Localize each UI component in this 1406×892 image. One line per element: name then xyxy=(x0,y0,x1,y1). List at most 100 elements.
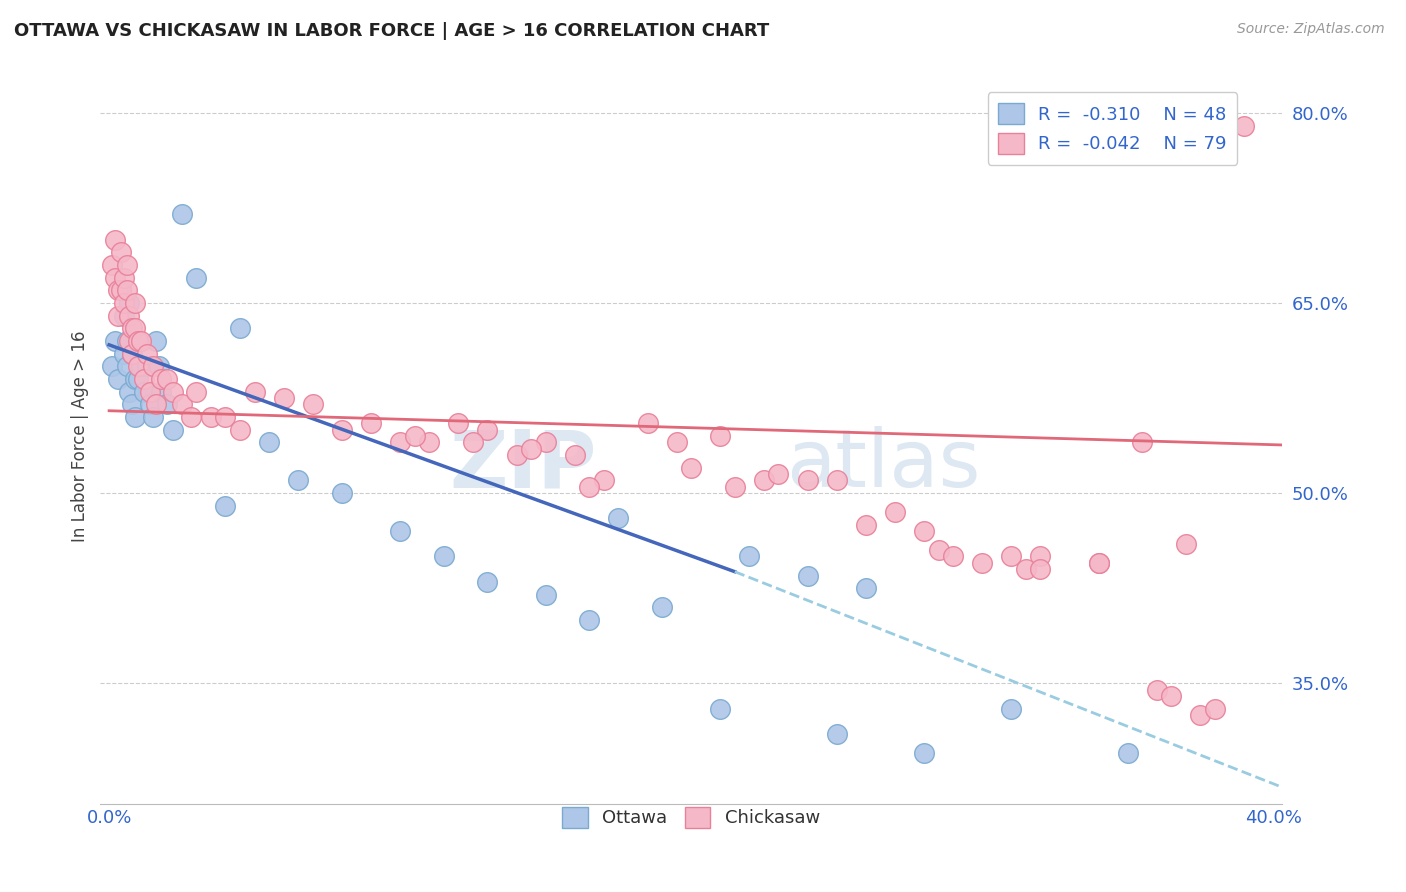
Text: ZIP: ZIP xyxy=(450,426,596,505)
Point xyxy=(607,511,630,525)
Point xyxy=(1029,562,1052,576)
Point xyxy=(578,480,600,494)
Point xyxy=(214,499,236,513)
Point xyxy=(651,600,673,615)
Point xyxy=(107,283,129,297)
Point xyxy=(738,549,761,564)
Point xyxy=(127,359,149,374)
Text: Source: ZipAtlas.com: Source: ZipAtlas.com xyxy=(1237,22,1385,37)
Point xyxy=(121,347,143,361)
Point xyxy=(107,372,129,386)
Point xyxy=(118,296,141,310)
Point xyxy=(156,372,179,386)
Point xyxy=(1204,701,1226,715)
Point xyxy=(1233,119,1256,133)
Point xyxy=(156,397,179,411)
Point xyxy=(112,296,135,310)
Point xyxy=(243,384,266,399)
Point xyxy=(101,359,124,374)
Point xyxy=(129,334,152,348)
Point xyxy=(104,334,127,348)
Point xyxy=(1029,549,1052,564)
Point xyxy=(170,397,193,411)
Point xyxy=(418,435,440,450)
Point xyxy=(1146,682,1168,697)
Point xyxy=(118,384,141,399)
Point xyxy=(724,480,747,494)
Point xyxy=(150,372,173,386)
Point xyxy=(257,435,280,450)
Point xyxy=(942,549,965,564)
Y-axis label: In Labor Force | Age > 16: In Labor Force | Age > 16 xyxy=(72,330,89,541)
Point xyxy=(1174,537,1197,551)
Point xyxy=(229,321,252,335)
Point xyxy=(1160,689,1182,703)
Point xyxy=(709,701,731,715)
Text: atlas: atlas xyxy=(786,426,980,505)
Point xyxy=(145,397,167,411)
Point xyxy=(855,517,877,532)
Point xyxy=(121,347,143,361)
Point xyxy=(433,549,456,564)
Point xyxy=(912,524,935,538)
Point xyxy=(1189,707,1212,722)
Point xyxy=(928,543,950,558)
Point xyxy=(330,486,353,500)
Point xyxy=(148,359,170,374)
Point xyxy=(461,435,484,450)
Point xyxy=(104,233,127,247)
Legend: Ottawa, Chickasaw: Ottawa, Chickasaw xyxy=(555,800,827,835)
Point xyxy=(681,460,703,475)
Point xyxy=(186,270,208,285)
Point xyxy=(214,410,236,425)
Point xyxy=(104,270,127,285)
Point xyxy=(121,397,143,411)
Point xyxy=(101,258,124,272)
Point xyxy=(752,474,775,488)
Point xyxy=(145,334,167,348)
Point xyxy=(115,258,138,272)
Point xyxy=(825,474,848,488)
Point xyxy=(477,423,499,437)
Point xyxy=(855,581,877,595)
Point xyxy=(796,568,818,582)
Point xyxy=(124,296,146,310)
Point xyxy=(107,309,129,323)
Point xyxy=(124,410,146,425)
Point xyxy=(142,359,165,374)
Point xyxy=(139,397,162,411)
Point xyxy=(534,588,557,602)
Point xyxy=(135,347,157,361)
Point xyxy=(1015,562,1038,576)
Point xyxy=(112,347,135,361)
Point xyxy=(112,309,135,323)
Point xyxy=(127,334,149,348)
Point xyxy=(139,384,162,399)
Point xyxy=(127,372,149,386)
Point xyxy=(135,359,157,374)
Point xyxy=(273,391,295,405)
Point xyxy=(229,423,252,437)
Point xyxy=(129,359,152,374)
Point xyxy=(118,334,141,348)
Point xyxy=(150,384,173,399)
Point xyxy=(121,321,143,335)
Point xyxy=(578,613,600,627)
Point xyxy=(115,359,138,374)
Point xyxy=(564,448,586,462)
Point xyxy=(180,410,202,425)
Point xyxy=(825,727,848,741)
Point xyxy=(127,334,149,348)
Point xyxy=(115,334,138,348)
Point xyxy=(110,283,132,297)
Point xyxy=(360,417,382,431)
Point xyxy=(1000,701,1022,715)
Point xyxy=(200,410,222,425)
Point xyxy=(912,746,935,760)
Point xyxy=(170,207,193,221)
Point xyxy=(1087,556,1109,570)
Point xyxy=(124,372,146,386)
Point xyxy=(520,442,543,456)
Point xyxy=(132,372,155,386)
Text: OTTAWA VS CHICKASAW IN LABOR FORCE | AGE > 16 CORRELATION CHART: OTTAWA VS CHICKASAW IN LABOR FORCE | AGE… xyxy=(14,22,769,40)
